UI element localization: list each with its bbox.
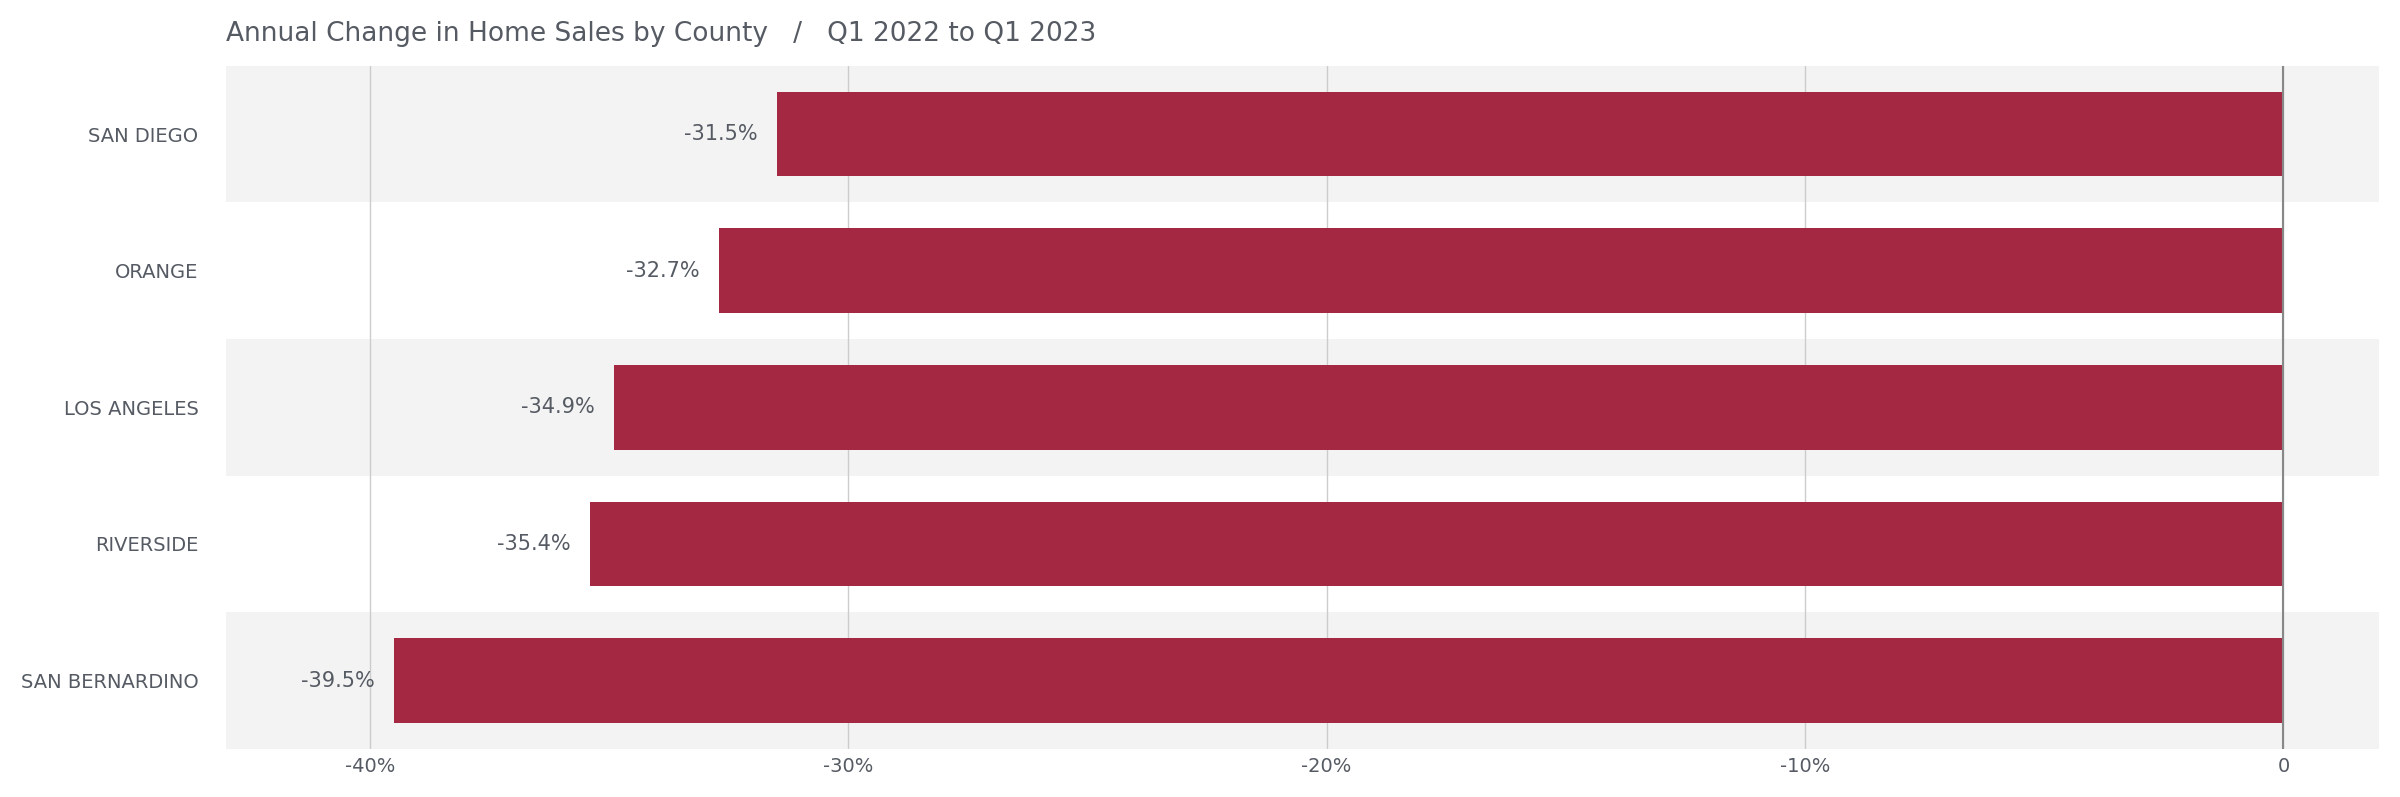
Bar: [226, 612, 2378, 749]
Text: -39.5%: -39.5%: [300, 670, 374, 690]
Text: -32.7%: -32.7%: [626, 261, 701, 281]
Bar: [226, 476, 2378, 612]
Text: Annual Change in Home Sales by County   /   Q1 2022 to Q1 2023: Annual Change in Home Sales by County / …: [226, 21, 1097, 47]
Bar: [614, 365, 2282, 450]
Bar: [778, 92, 2282, 176]
Text: -35.4%: -35.4%: [497, 534, 571, 554]
Text: -34.9%: -34.9%: [521, 398, 595, 418]
Bar: [720, 229, 2282, 313]
Bar: [226, 66, 2378, 202]
Bar: [590, 501, 2282, 587]
Bar: [226, 339, 2378, 476]
Bar: [226, 202, 2378, 339]
Bar: [394, 638, 2282, 723]
Text: -31.5%: -31.5%: [684, 124, 758, 144]
